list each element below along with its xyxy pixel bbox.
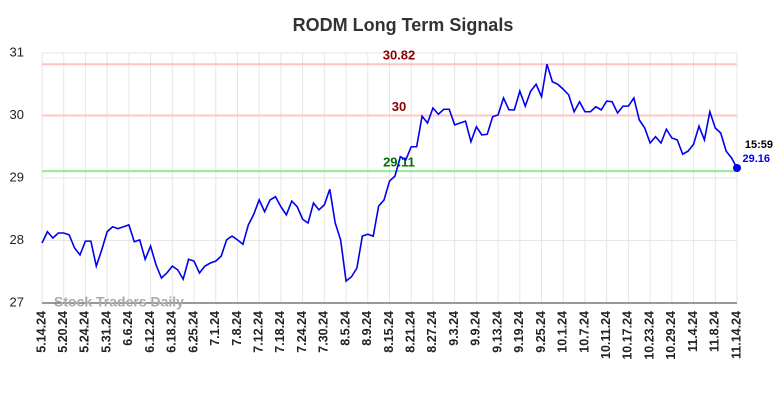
x-tick-label: 5.24.24 <box>78 311 92 353</box>
x-tick-label: 7.18.24 <box>273 311 287 353</box>
x-tick-label: 9.25.24 <box>534 311 548 353</box>
x-tick-label: 10.11.24 <box>599 311 613 359</box>
x-tick-label: 7.8.24 <box>230 311 244 346</box>
x-tick-label: 8.15.24 <box>382 311 396 353</box>
x-tick-label: 9.19.24 <box>512 311 526 353</box>
price-line <box>41 64 738 283</box>
x-tick-label: 6.12.24 <box>143 311 157 353</box>
y-tick-label: 30 <box>10 107 24 122</box>
x-tick-label: 8.21.24 <box>404 311 418 353</box>
x-tick-label: 7.12.24 <box>251 311 265 353</box>
x-tick-label: 10.17.24 <box>621 311 635 360</box>
x-tick-label: 7.30.24 <box>317 311 331 353</box>
last-value: 29.16 <box>742 153 770 165</box>
x-tick-label: 8.5.24 <box>338 311 352 346</box>
y-tick-label: 28 <box>10 232 24 247</box>
x-tick-label: 10.29.24 <box>664 311 678 360</box>
x-tick-label: 6.18.24 <box>165 311 179 353</box>
x-tick-label: 9.9.24 <box>469 311 483 346</box>
x-tick-label: 6.6.24 <box>121 311 135 346</box>
x-tick-label: 10.1.24 <box>556 311 570 353</box>
y-tick-label: 27 <box>10 294 24 309</box>
signal-label: 30 <box>392 99 406 114</box>
x-tick-label: 10.23.24 <box>642 311 656 360</box>
y-tick-label: 31 <box>10 44 24 59</box>
x-tick-label: 9.13.24 <box>490 311 504 353</box>
x-tick-label: 5.14.24 <box>34 311 48 353</box>
x-tick-label: 10.7.24 <box>577 311 591 353</box>
last-time: 15:59 <box>745 139 773 151</box>
x-tick-label: 9.3.24 <box>447 311 461 346</box>
x-tick-label: 11.8.24 <box>708 311 722 352</box>
x-tick-label: 7.24.24 <box>295 311 309 353</box>
x-tick-label: 11.14.24 <box>729 311 743 359</box>
last-point <box>733 164 741 172</box>
x-tick-label: 5.20.24 <box>56 311 70 353</box>
x-tick-label: 6.25.24 <box>186 311 200 353</box>
x-tick-label: 7.1.24 <box>208 311 222 346</box>
watermark: Stock Traders Daily <box>54 294 184 310</box>
x-tick-label: 5.31.24 <box>99 311 113 353</box>
x-tick-label: 11.4.24 <box>686 311 700 352</box>
signal-label: 30.82 <box>383 48 416 63</box>
x-tick-label: 8.9.24 <box>360 311 374 346</box>
chart-title: RODM Long Term Signals <box>293 15 514 35</box>
x-tick-label: 8.27.24 <box>425 311 439 353</box>
y-tick-label: 29 <box>10 169 24 184</box>
